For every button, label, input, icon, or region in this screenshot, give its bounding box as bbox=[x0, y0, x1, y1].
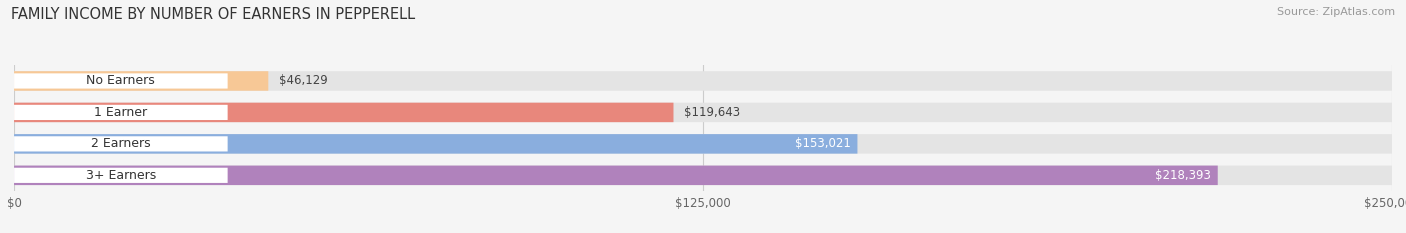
FancyBboxPatch shape bbox=[14, 168, 228, 183]
Text: $119,643: $119,643 bbox=[685, 106, 741, 119]
Text: Source: ZipAtlas.com: Source: ZipAtlas.com bbox=[1277, 7, 1395, 17]
Text: $218,393: $218,393 bbox=[1154, 169, 1211, 182]
FancyBboxPatch shape bbox=[14, 103, 1392, 122]
FancyBboxPatch shape bbox=[14, 103, 673, 122]
FancyBboxPatch shape bbox=[14, 136, 228, 151]
Text: 1 Earner: 1 Earner bbox=[94, 106, 148, 119]
Text: 3+ Earners: 3+ Earners bbox=[86, 169, 156, 182]
FancyBboxPatch shape bbox=[14, 166, 1392, 185]
FancyBboxPatch shape bbox=[14, 166, 1218, 185]
FancyBboxPatch shape bbox=[14, 105, 228, 120]
Text: No Earners: No Earners bbox=[87, 75, 155, 87]
FancyBboxPatch shape bbox=[14, 134, 1392, 154]
Text: $153,021: $153,021 bbox=[794, 137, 851, 150]
FancyBboxPatch shape bbox=[14, 73, 228, 89]
Text: $46,129: $46,129 bbox=[280, 75, 328, 87]
FancyBboxPatch shape bbox=[14, 134, 858, 154]
FancyBboxPatch shape bbox=[14, 71, 1392, 91]
Text: 2 Earners: 2 Earners bbox=[91, 137, 150, 150]
FancyBboxPatch shape bbox=[14, 71, 269, 91]
Text: FAMILY INCOME BY NUMBER OF EARNERS IN PEPPERELL: FAMILY INCOME BY NUMBER OF EARNERS IN PE… bbox=[11, 7, 415, 22]
